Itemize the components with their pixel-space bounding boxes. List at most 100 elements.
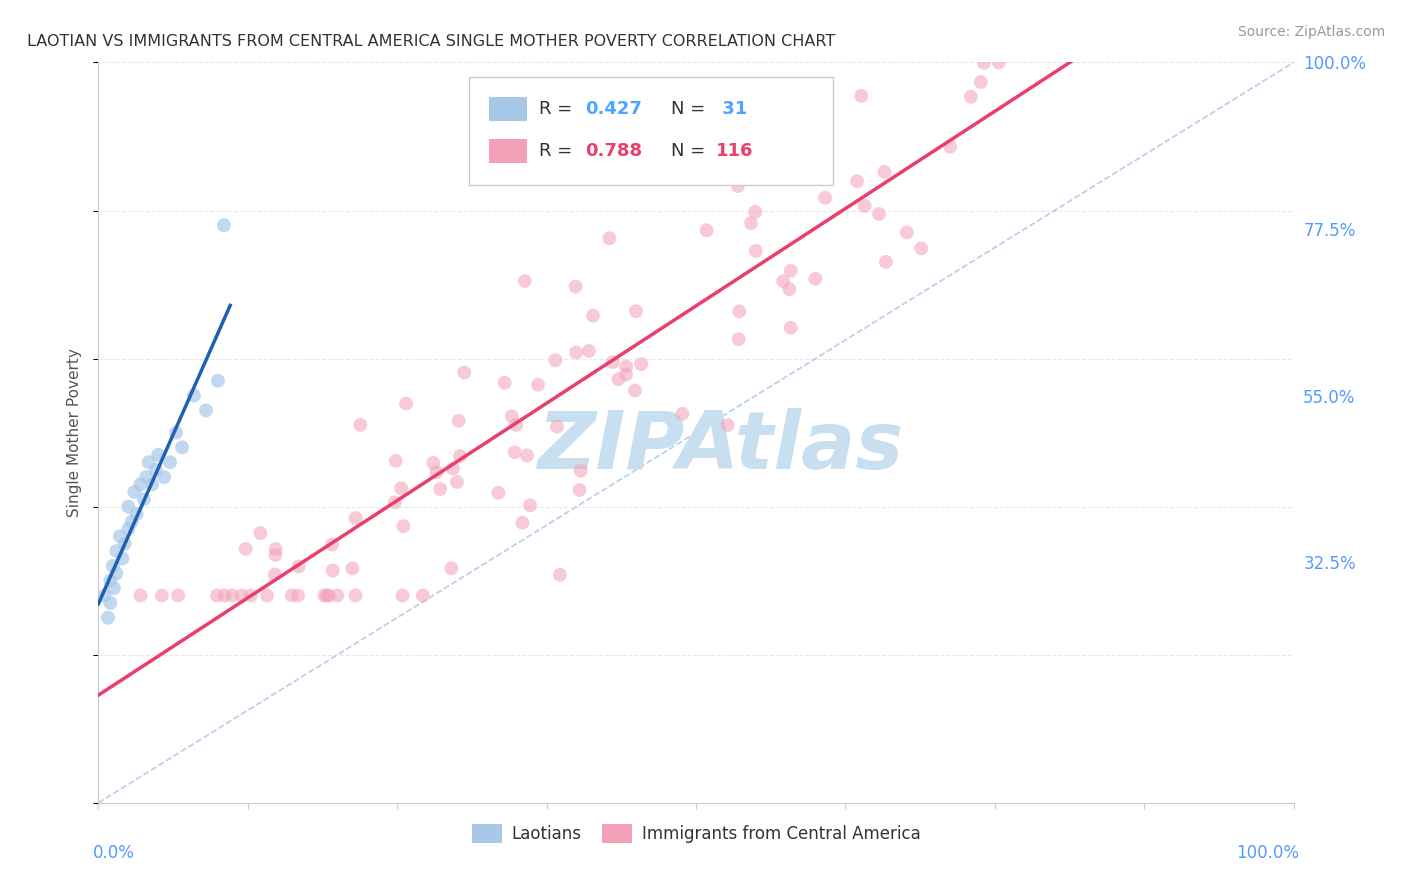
Point <box>392 519 415 533</box>
Point <box>779 264 801 278</box>
Point <box>97 610 120 624</box>
Point <box>778 282 800 296</box>
Point <box>614 368 637 382</box>
Point <box>973 56 995 70</box>
Point <box>315 589 337 603</box>
Bar <box>489 97 527 121</box>
Point <box>564 279 586 293</box>
Text: 0.0%: 0.0% <box>93 844 135 862</box>
Point <box>117 522 139 536</box>
Point <box>804 272 827 286</box>
Point <box>970 75 993 89</box>
Point <box>114 536 136 550</box>
Point <box>792 113 814 128</box>
Point <box>172 441 194 455</box>
Point <box>740 216 762 230</box>
Point <box>349 417 371 432</box>
Point <box>516 449 538 463</box>
Text: N =: N = <box>671 100 711 118</box>
Point <box>264 542 287 557</box>
Point <box>287 559 309 574</box>
Text: 116: 116 <box>716 143 754 161</box>
Point <box>150 589 173 603</box>
Point <box>671 407 693 421</box>
Point <box>630 357 652 371</box>
Point <box>959 90 981 104</box>
Y-axis label: Single Mother Poverty: Single Mother Poverty <box>67 348 83 517</box>
Point <box>1173 40 1195 54</box>
Point <box>602 355 624 369</box>
Point <box>440 561 463 575</box>
FancyBboxPatch shape <box>470 78 834 185</box>
Point <box>696 223 718 237</box>
Point <box>125 507 148 521</box>
Point <box>527 377 550 392</box>
Point <box>108 529 131 543</box>
Point <box>624 384 647 398</box>
Point <box>624 304 647 318</box>
Point <box>896 226 918 240</box>
Point <box>578 343 600 358</box>
Point <box>117 500 139 514</box>
Point <box>212 219 235 233</box>
Text: ZIPAtlas: ZIPAtlas <box>537 409 903 486</box>
Point <box>165 425 187 440</box>
Point <box>779 320 801 334</box>
Point <box>449 449 471 463</box>
Point <box>342 561 364 575</box>
Point <box>744 205 766 219</box>
Point <box>1239 40 1261 54</box>
Point <box>910 241 932 255</box>
Point <box>745 244 768 258</box>
Point <box>384 454 406 468</box>
Point <box>138 455 160 469</box>
Point <box>814 191 837 205</box>
Legend: Laotians, Immigrants from Central America: Laotians, Immigrants from Central Americ… <box>465 817 927 850</box>
Point <box>548 567 571 582</box>
Point <box>447 414 470 428</box>
Bar <box>489 139 527 163</box>
Point <box>235 541 257 556</box>
Point <box>145 462 167 476</box>
Point <box>121 515 143 529</box>
Point <box>446 475 468 489</box>
Point <box>1022 40 1045 54</box>
Point <box>1080 40 1102 54</box>
Point <box>598 231 620 245</box>
Point <box>141 477 163 491</box>
Point <box>932 45 955 59</box>
Point <box>546 419 568 434</box>
Point <box>1090 40 1112 54</box>
Point <box>727 179 749 194</box>
Point <box>512 516 534 530</box>
Text: 0.788: 0.788 <box>585 143 643 161</box>
Point <box>614 359 637 374</box>
Point <box>544 353 567 368</box>
Point <box>790 104 813 119</box>
Point <box>148 448 170 462</box>
Point <box>441 461 464 475</box>
Point <box>280 589 302 603</box>
Point <box>501 409 523 424</box>
Point <box>183 388 205 402</box>
Point <box>513 274 536 288</box>
Point <box>221 589 243 603</box>
Point <box>745 146 768 161</box>
Text: 31: 31 <box>716 100 748 118</box>
Point <box>214 589 236 603</box>
Point <box>853 199 876 213</box>
Point <box>167 589 190 603</box>
Point <box>453 366 475 380</box>
Point <box>98 574 122 588</box>
Point <box>582 309 605 323</box>
Point <box>494 376 516 390</box>
Point <box>503 445 526 459</box>
Point <box>101 558 124 573</box>
Text: R =: R = <box>540 100 578 118</box>
Point <box>422 456 444 470</box>
Point <box>565 345 588 359</box>
Point <box>389 481 412 495</box>
Point <box>264 548 287 562</box>
Point <box>717 418 740 433</box>
Point <box>98 596 122 610</box>
